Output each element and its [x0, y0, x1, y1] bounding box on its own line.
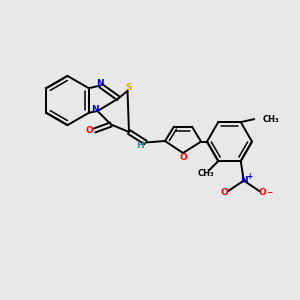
- Text: N: N: [91, 105, 98, 114]
- Text: H: H: [136, 141, 144, 150]
- Text: S: S: [126, 83, 132, 92]
- Text: CH₃: CH₃: [263, 115, 279, 124]
- Text: O: O: [85, 126, 93, 135]
- Text: O: O: [179, 153, 187, 162]
- Text: CH₃: CH₃: [197, 169, 214, 178]
- Text: N: N: [240, 176, 247, 185]
- Text: O: O: [221, 188, 228, 197]
- Text: −: −: [266, 188, 272, 197]
- Text: O: O: [259, 188, 266, 197]
- Text: +: +: [246, 172, 252, 182]
- Text: N: N: [96, 80, 104, 88]
